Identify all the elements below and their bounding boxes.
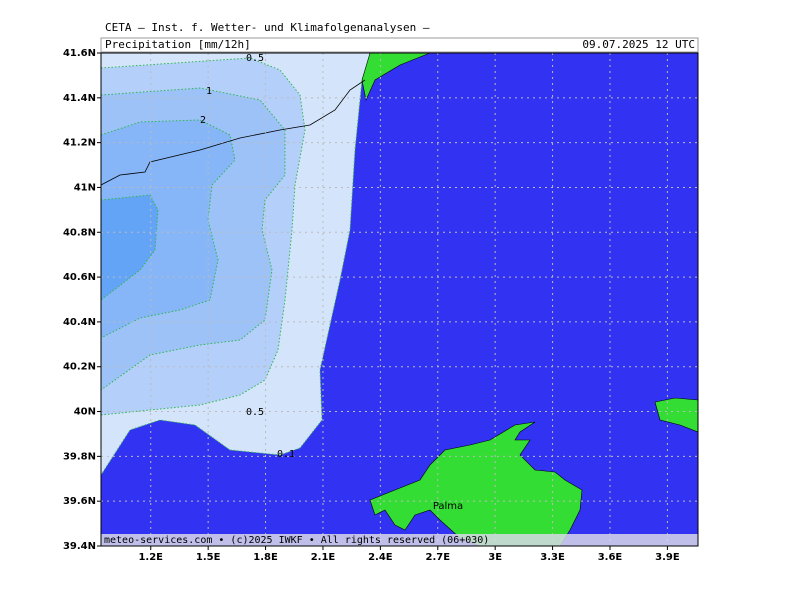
y-tick-label: 40.6N: [63, 272, 96, 283]
header-title: CETA — Inst. f. Wetter- und Klimafolgena…: [105, 21, 430, 34]
x-tick-label: 2.7E: [425, 552, 450, 563]
y-tick-label: 41N: [74, 182, 96, 193]
x-tick-label: 3E: [488, 552, 502, 563]
island: [369, 421, 583, 547]
contour-label: 2: [200, 115, 206, 126]
x-tick-label: 2.1E: [311, 552, 336, 563]
field-name: Precipitation [mm/12h]: [105, 38, 251, 51]
header-box: [100, 37, 699, 53]
y-tick-label: 40.4N: [63, 317, 96, 328]
y-tick-label: 41.6N: [63, 48, 96, 59]
y-tick-label: 39.8N: [63, 451, 96, 462]
contour-label: 0.5: [246, 53, 264, 64]
contour-label: 1: [206, 86, 212, 97]
y-tick-label: 39.6N: [63, 496, 96, 507]
x-tick-label: 3.6E: [598, 552, 623, 563]
y-tick-label: 39.4N: [63, 541, 96, 552]
plot-frame: [100, 52, 699, 547]
place-label: Palma: [433, 501, 463, 512]
footer: meteo-services.com • (c)2025 IWKF • All …: [104, 535, 489, 546]
contour-label: 0.5: [246, 407, 264, 418]
precip-5: [100, 194, 159, 302]
y-tick-label: 40.2N: [63, 362, 96, 373]
precip-2: [100, 119, 236, 339]
x-tick-label: 3.9E: [655, 552, 680, 563]
x-tick-label: 3.3E: [540, 552, 565, 563]
x-tick-label: 1.2E: [138, 552, 163, 563]
coastline: [100, 79, 366, 186]
y-tick-label: 41.4N: [63, 93, 96, 104]
y-tick-label: 40.8N: [63, 227, 96, 238]
x-tick-label: 2.4E: [368, 552, 393, 563]
valid-date: 09.07.2025 12 UTC: [582, 38, 695, 51]
map-plot: meteo-services.com • (c)2025 IWKF • All …: [100, 52, 699, 547]
x-tick-label: 1.5E: [196, 552, 221, 563]
x-tick-label: 1.8E: [253, 552, 278, 563]
y-tick-label: 41.2N: [63, 138, 96, 149]
contour-label: 0.1: [277, 449, 295, 460]
footer-bar: [101, 534, 698, 546]
y-tick-label: 40N: [74, 407, 96, 418]
